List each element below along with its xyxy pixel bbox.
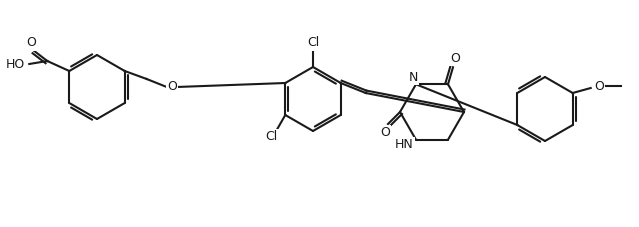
Text: N: N	[408, 71, 418, 84]
Text: Cl: Cl	[265, 131, 277, 143]
Text: O: O	[594, 79, 604, 92]
Text: Cl: Cl	[307, 37, 319, 49]
Text: O: O	[26, 37, 36, 49]
Text: O: O	[380, 126, 390, 140]
Text: O: O	[167, 79, 176, 92]
Text: HO: HO	[6, 57, 25, 71]
Text: HN: HN	[395, 138, 413, 151]
Text: O: O	[450, 52, 460, 65]
